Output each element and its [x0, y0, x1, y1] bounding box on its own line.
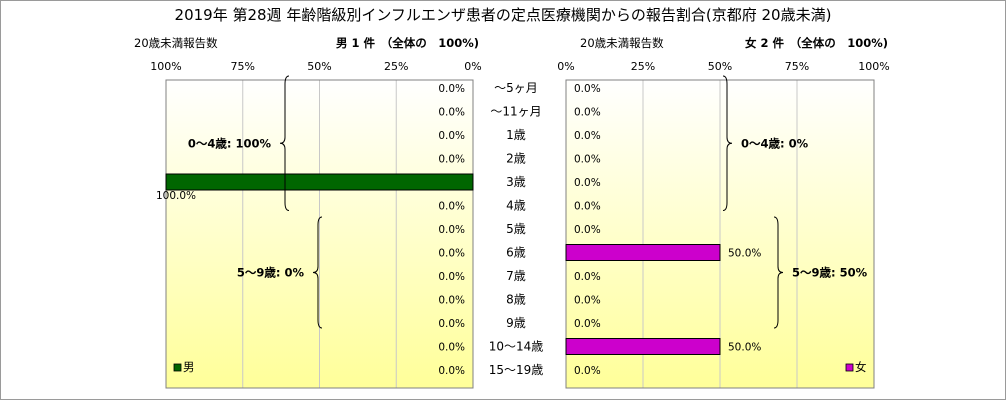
- male-header-left: 20歳未満報告数: [134, 36, 218, 50]
- female-legend-label: 女: [855, 360, 867, 374]
- female-tick-label: 75%: [785, 60, 809, 73]
- male-tick-label: 25%: [384, 60, 408, 73]
- male-data-label: 0.0%: [438, 154, 465, 166]
- female-data-label: 0.0%: [574, 154, 601, 166]
- female-data-label: 0.0%: [574, 295, 601, 307]
- male-data-label: 0.0%: [438, 295, 465, 307]
- female-data-label: 50.0%: [728, 342, 761, 354]
- female-tick-label: 100%: [858, 60, 889, 73]
- category-label: 10～14歳: [489, 340, 544, 354]
- male-data-label: 0.0%: [438, 342, 465, 354]
- male-data-label: 0.0%: [438, 365, 465, 377]
- male-data-label: 0.0%: [438, 83, 465, 95]
- female-data-label: 50.0%: [728, 248, 761, 260]
- male-plot-border: [165, 79, 474, 389]
- male-data-label: 0.0%: [438, 271, 465, 283]
- female-group-label: 0～4歳: 0%: [741, 136, 809, 150]
- category-label: 5歳: [506, 222, 526, 236]
- female-group-label: 5～9歳: 50%: [792, 266, 868, 280]
- male-legend-swatch: [173, 363, 182, 372]
- category-label: 9歳: [506, 316, 526, 330]
- male-tick-label: 100%: [150, 60, 181, 73]
- female-header-left: 20歳未満報告数: [580, 36, 664, 50]
- female-bar: [565, 244, 721, 261]
- female-header: 女 2 件 （全体の 100%): [745, 36, 889, 50]
- male-data-label: 0.0%: [438, 248, 465, 260]
- male-header: 男 1 件 （全体の 100%): [336, 36, 480, 50]
- category-label: ～5ヶ月: [494, 81, 538, 95]
- female-data-label: 0.0%: [574, 201, 601, 213]
- male-data-label: 0.0%: [438, 130, 465, 142]
- male-legend-label: 男: [183, 360, 195, 374]
- female-bar: [565, 338, 721, 355]
- female-tick-label: 0%: [557, 60, 574, 73]
- male-group-label: 0～4歳: 100%: [188, 136, 272, 150]
- female-data-label: 0.0%: [574, 177, 601, 189]
- female-data-label: 0.0%: [574, 224, 601, 236]
- category-label: 8歳: [506, 293, 526, 307]
- female-data-label: 0.0%: [574, 83, 601, 95]
- female-tick-label: 25%: [631, 60, 655, 73]
- male-data-label: 0.0%: [438, 224, 465, 236]
- female-legend-swatch: [845, 363, 854, 372]
- male-data-label: 0.0%: [438, 318, 465, 330]
- category-label: 2歳: [506, 152, 526, 166]
- male-tick-label: 0%: [464, 60, 481, 73]
- male-data-label: 0.0%: [438, 201, 465, 213]
- male-group-brace: [279, 75, 290, 211]
- male-group-brace: [312, 216, 323, 329]
- female-data-label: 0.0%: [574, 318, 601, 330]
- category-label: 3歳: [506, 175, 526, 189]
- female-data-label: 0.0%: [574, 130, 601, 142]
- female-data-label: 0.0%: [574, 365, 601, 377]
- category-label: ～11ヶ月: [490, 105, 541, 119]
- male-group-label: 5～9歳: 0%: [237, 266, 305, 280]
- female-group-brace: [773, 216, 784, 329]
- category-label: 1歳: [506, 128, 526, 142]
- female-group-brace: [722, 75, 733, 211]
- category-label: 15～19歳: [489, 363, 544, 377]
- chart-title: 2019年 第28週 年齢階級別インフルエンザ患者の定点医療機関からの報告割合(…: [174, 6, 832, 24]
- female-data-label: 0.0%: [574, 107, 601, 119]
- female-data-label: 0.0%: [574, 271, 601, 283]
- male-tick-label: 50%: [307, 60, 331, 73]
- category-label: 4歳: [506, 199, 526, 213]
- category-label: 7歳: [506, 269, 526, 283]
- male-tick-label: 75%: [231, 60, 255, 73]
- category-label: 6歳: [506, 246, 526, 260]
- male-bar: [165, 173, 474, 191]
- female-plot-border: [565, 79, 875, 389]
- male-data-label: 0.0%: [438, 107, 465, 119]
- female-tick-label: 50%: [708, 60, 732, 73]
- male-data-label: 100.0%: [156, 190, 196, 202]
